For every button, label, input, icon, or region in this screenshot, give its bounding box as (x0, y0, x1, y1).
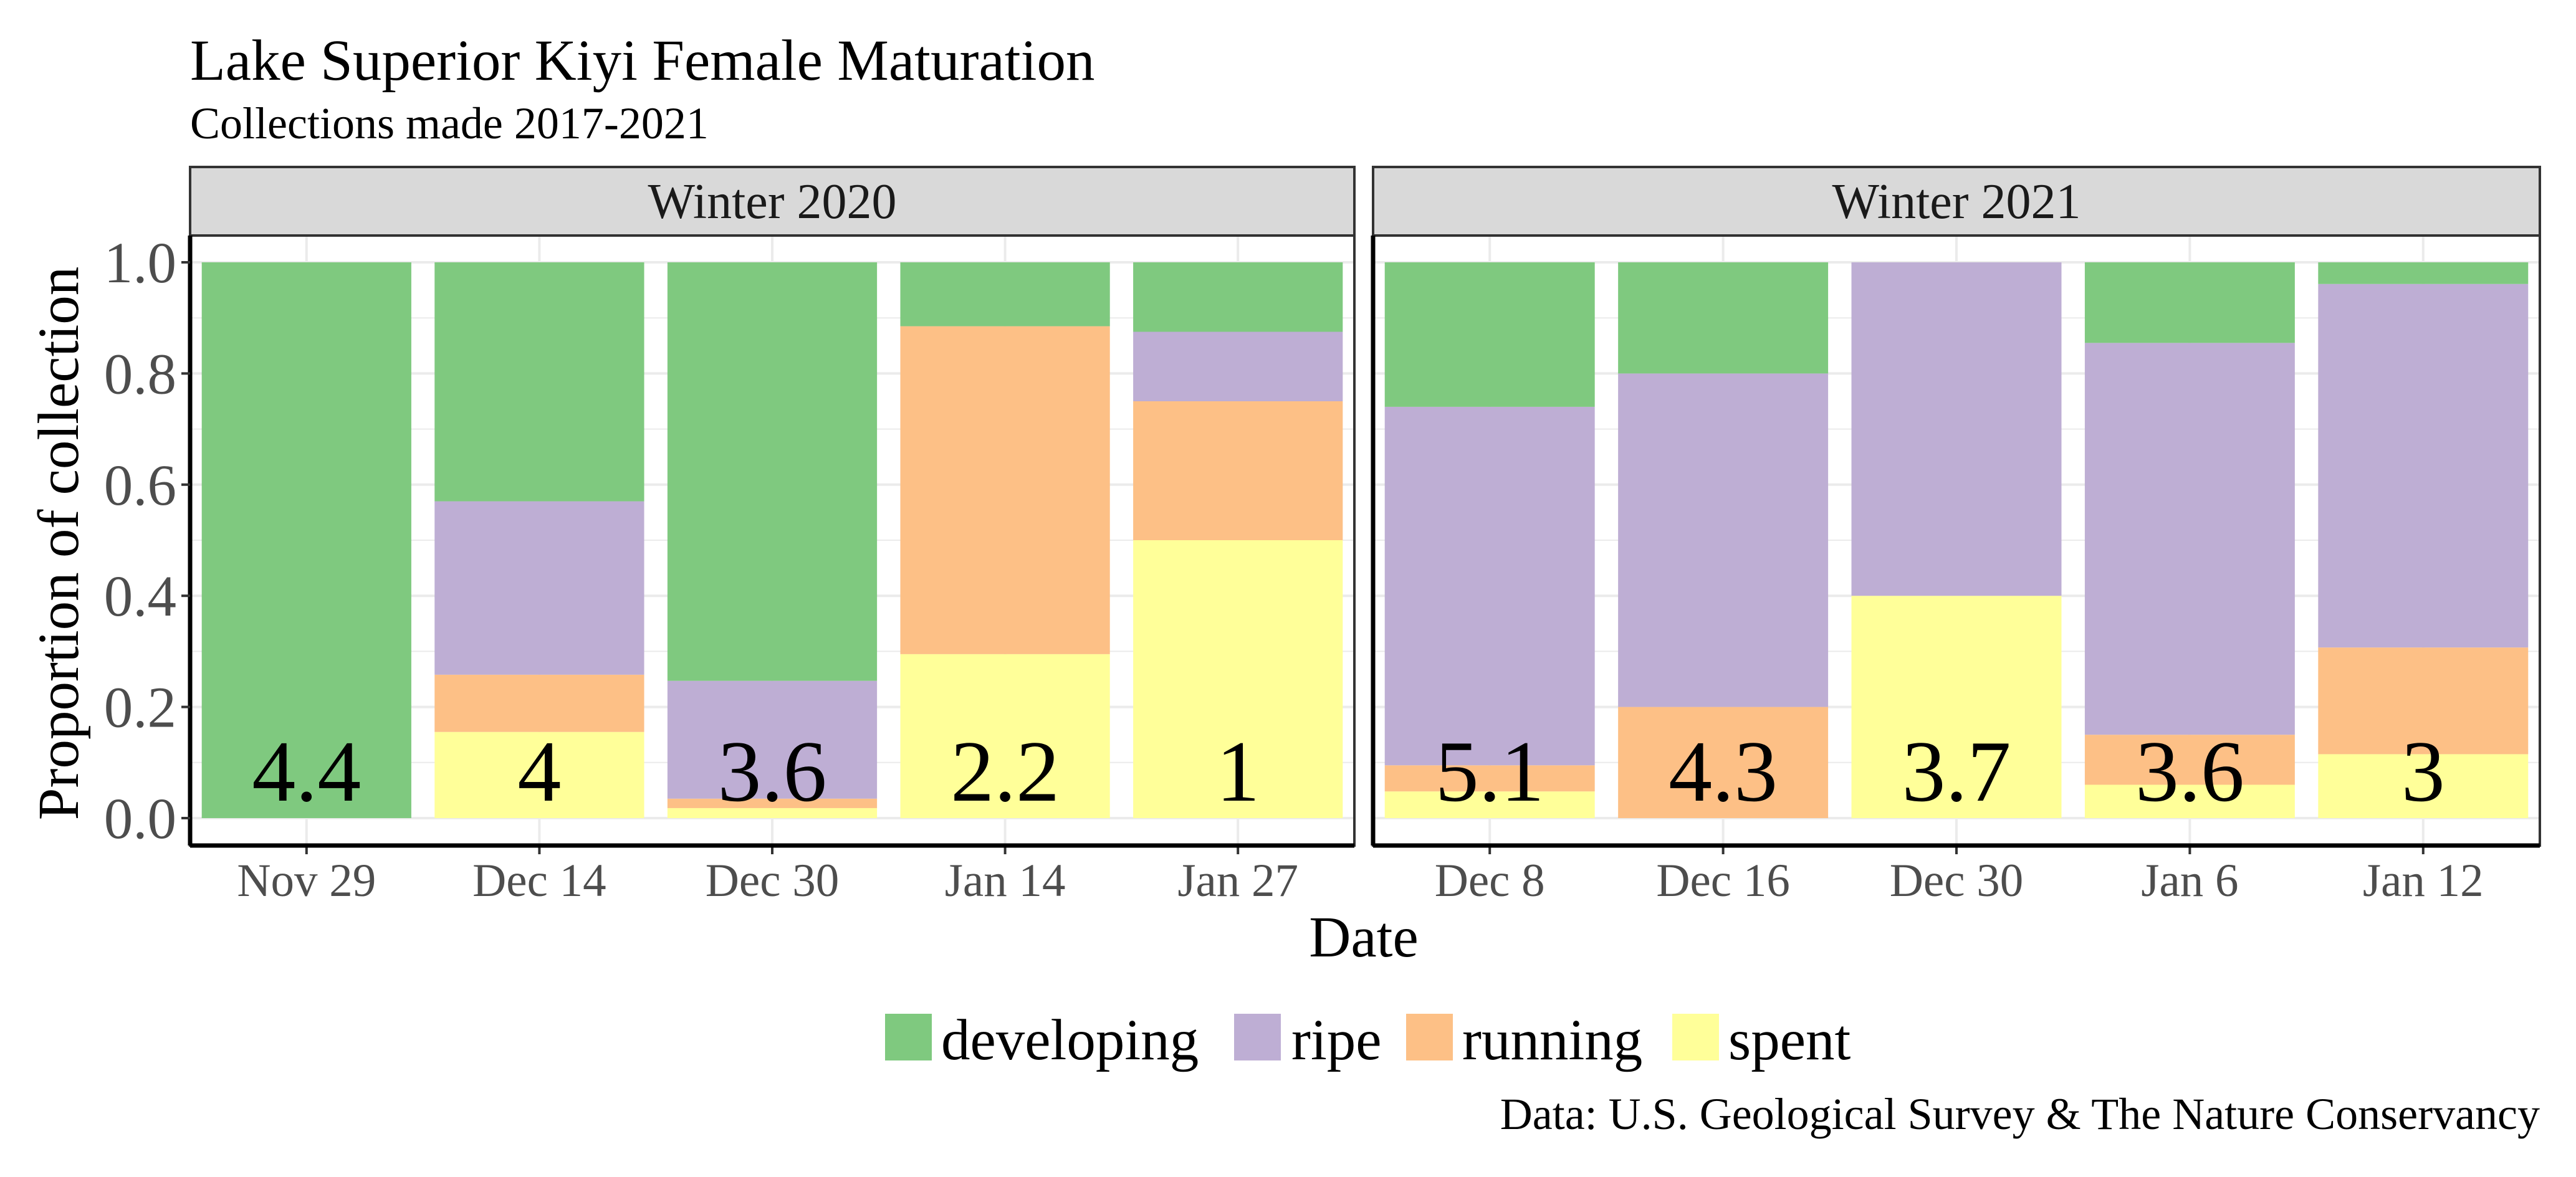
panel-1: Winter 2020 4.4 Nov 29 4 Dec 14 3.6 Dec 30 2.2 J… (188, 166, 1356, 907)
bar-label: 4.4 (252, 723, 361, 820)
bar-segment-ripe (667, 680, 878, 799)
bar-segment-developing (1133, 262, 1343, 332)
y-tick-label: 0.0 (104, 787, 176, 851)
bar-label: 2.2 (950, 723, 1060, 820)
bar-segment-developing (201, 262, 411, 818)
x-tick-label: Jan 6 (2141, 855, 2238, 907)
bar-segment-spent (1133, 540, 1343, 818)
y-axis: 0.0 0.2 0.4 0.6 0.8 1.0 (104, 231, 190, 851)
legend-label: developing (941, 1008, 1199, 1072)
bar-segment-developing (1384, 262, 1595, 407)
bar-segment-developing (1618, 262, 1829, 374)
x-tick-label: Jan 27 (1177, 855, 1298, 907)
bar-segment-spent (2084, 784, 2295, 818)
y-tick-label: 0.6 (104, 454, 176, 518)
bar-segment-spent (434, 731, 644, 818)
bar-label: 3 (2401, 723, 2445, 820)
x-tick-label: Jan 12 (2363, 855, 2484, 907)
bar-segment-spent (900, 654, 1110, 818)
chart-subtitle: Collections made 2017-2021 (190, 98, 709, 148)
x-tick-label: Dec 14 (472, 855, 606, 907)
bar-label: 5.1 (1435, 723, 1544, 820)
bar-segment-spent (1384, 791, 1595, 818)
legend-item-ripe: ripe (1234, 1008, 1382, 1072)
bar-segment-running (2318, 647, 2529, 755)
bar-segment-running (434, 674, 644, 732)
bar-segment-developing (2084, 262, 2295, 343)
bar-segment-spent (1851, 596, 2062, 818)
legend-label: running (1462, 1008, 1642, 1072)
bar-segment-ripe (1133, 331, 1343, 401)
x-tick-label: Nov 29 (237, 855, 376, 907)
bar-segment-ripe (2084, 343, 2295, 735)
bar-segment-ripe (1618, 373, 1829, 707)
facet-strip (189, 166, 1356, 237)
x-tick-label: Dec 30 (706, 855, 840, 907)
legend-item-developing: developing (885, 1008, 1199, 1072)
y-tick-label: 0.4 (104, 565, 176, 629)
x-tick-label: Dec 30 (1890, 855, 2024, 907)
bar-label: 4.3 (1669, 723, 1778, 820)
caption: Data: U.S. Geological Survey & The Natur… (1500, 1089, 2540, 1139)
bar-label: 3.6 (2135, 723, 2244, 820)
bar-segment-developing (434, 262, 644, 502)
legend-item-spent: spent (1672, 1008, 1851, 1072)
legend: developing ripe running spent (885, 1008, 1851, 1072)
facet-strip (1372, 166, 2541, 237)
bar-segment-ripe (2318, 284, 2529, 648)
bar-segment-running (900, 326, 1110, 654)
legend-key-running (1406, 1014, 1453, 1060)
bar-segment-ripe (434, 501, 644, 675)
legend-item-running: running (1406, 1008, 1642, 1072)
panel-2: Winter 2021 5.1 Dec 8 4.3 Dec 16 3.7 Dec 30 3.6… (1371, 166, 2541, 907)
legend-label: ripe (1291, 1008, 1382, 1072)
bar-segment-running (667, 798, 878, 808)
x-tick-label: Dec 16 (1656, 855, 1790, 907)
y-tick-label: 0.2 (104, 676, 176, 740)
legend-key-spent (1672, 1014, 1719, 1060)
y-tick-label: 0.8 (104, 342, 176, 406)
bar-segment-running (1384, 765, 1595, 792)
x-tick-label: Jan 14 (945, 855, 1066, 907)
bar-label: 4 (517, 723, 561, 820)
y-axis-title: Proportion of collection (27, 267, 91, 821)
bar-segment-developing (2318, 262, 2529, 284)
bar-label: 3.7 (1902, 723, 2011, 820)
x-axis-title: Date (1309, 905, 1419, 970)
bar-segment-ripe (1384, 406, 1595, 766)
bar-segment-ripe (1851, 262, 2062, 596)
legend-key-developing (885, 1014, 932, 1060)
facet-strip-label: Winter 2020 (648, 174, 897, 229)
panels: Winter 2020 4.4 Nov 29 4 Dec 14 3.6 Dec 30 2.2 J… (188, 166, 2541, 907)
bar-label: 3.6 (718, 723, 827, 820)
bar-segment-developing (900, 262, 1110, 326)
bar-segment-running (1133, 401, 1343, 540)
x-tick-label: Dec 8 (1435, 855, 1545, 907)
legend-key-ripe (1234, 1014, 1281, 1060)
legend-label: spent (1728, 1008, 1851, 1072)
y-tick-label: 1.0 (104, 231, 176, 295)
bar-segment-developing (667, 262, 878, 681)
facet-strip-label: Winter 2021 (1832, 174, 2081, 229)
bar-segment-spent (667, 808, 878, 818)
bar-segment-running (2084, 735, 2295, 785)
bar-segment-running (1618, 707, 1829, 818)
chart-title: Lake Superior Kiyi Female Maturation (190, 29, 1094, 93)
bar-label: 1 (1216, 723, 1260, 820)
bar-segment-spent (2318, 754, 2529, 818)
